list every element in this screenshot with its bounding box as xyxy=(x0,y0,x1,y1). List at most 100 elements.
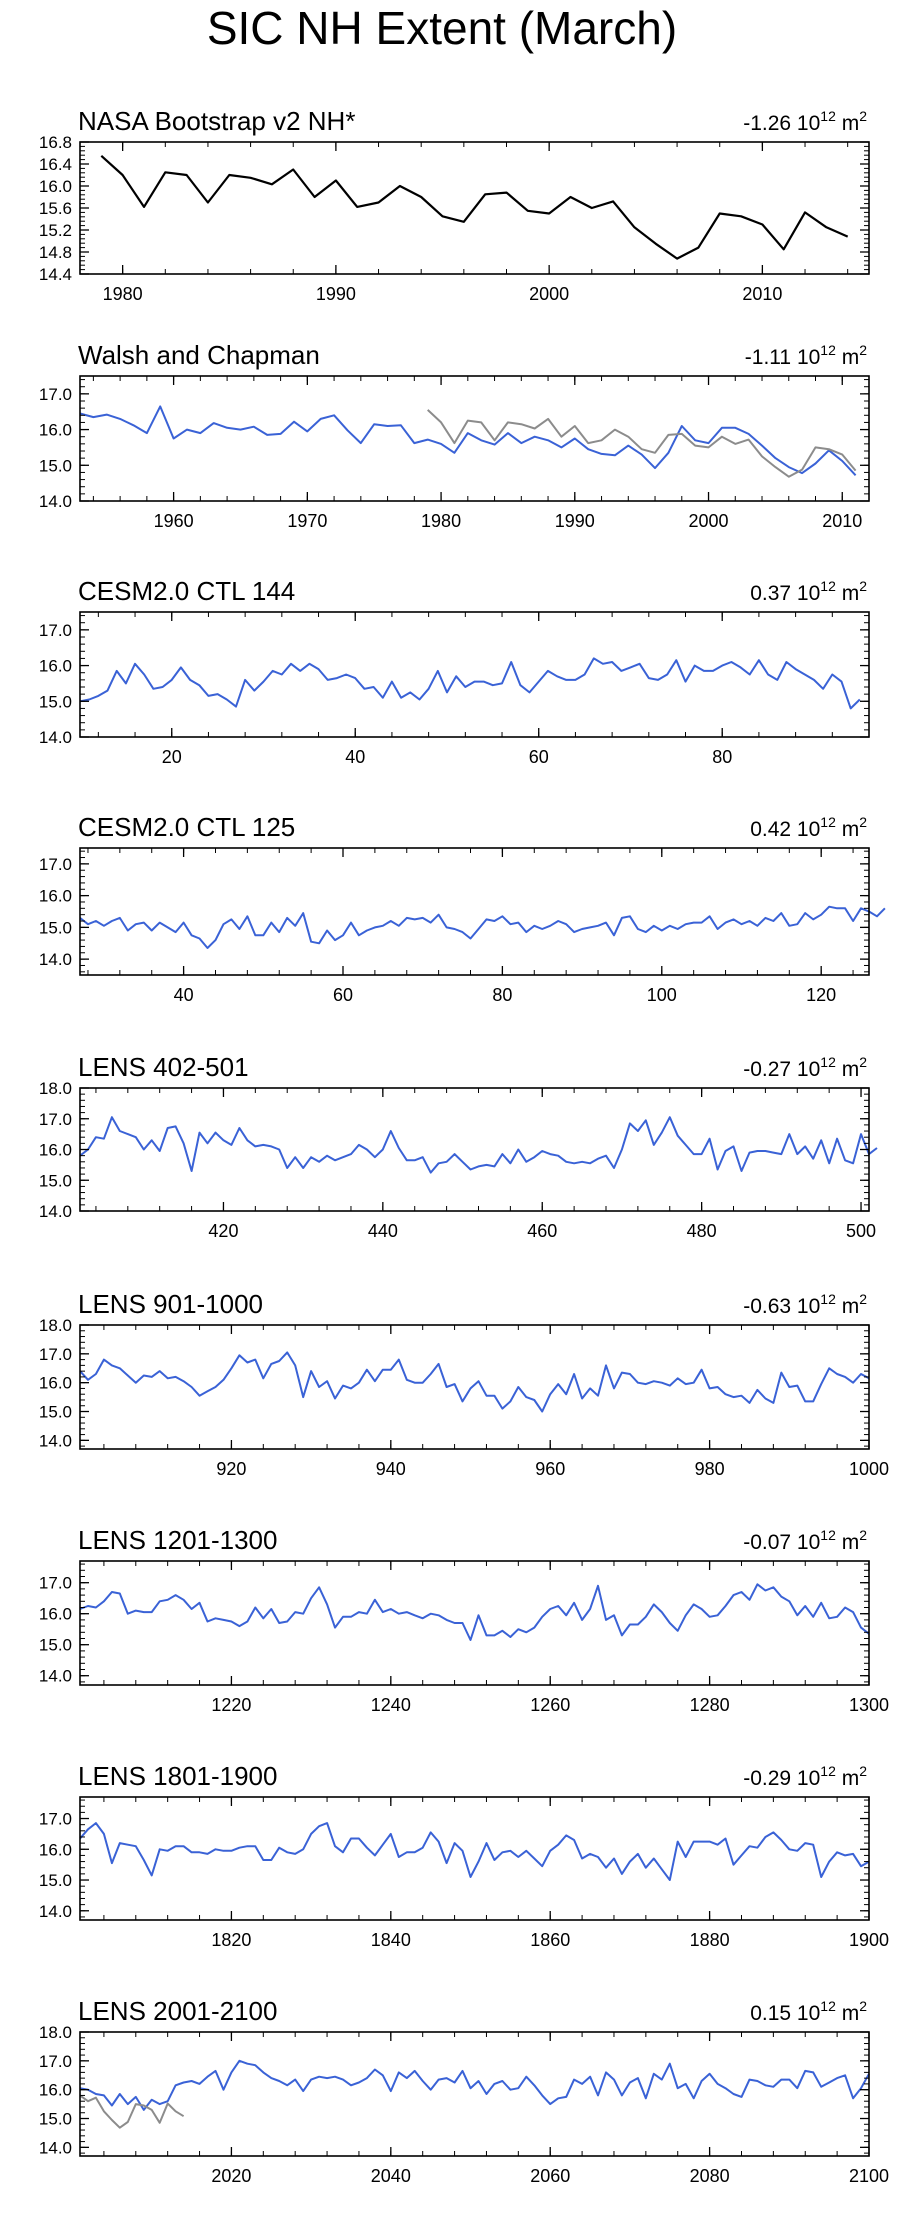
x-tick-label: 1260 xyxy=(530,1695,570,1715)
y-tick-label: 16.0 xyxy=(39,1605,72,1624)
x-tick-label: 1240 xyxy=(371,1695,411,1715)
y-tick-label: 14.0 xyxy=(39,1902,72,1921)
y-tick-label: 17.0 xyxy=(39,1345,72,1364)
y-tick-label: 17.0 xyxy=(39,1574,72,1593)
y-tick-label: 17.0 xyxy=(39,385,72,404)
y-tick-label: 15.0 xyxy=(39,2110,72,2129)
x-tick-label: 1980 xyxy=(103,284,143,304)
plot-frame xyxy=(79,2031,870,2157)
x-tick-label: 20 xyxy=(162,747,182,767)
y-tick-label: 18.0 xyxy=(39,1316,72,1335)
y-tick-label: 16.0 xyxy=(39,1374,72,1393)
chart-panel: LENS 402-501 -0.27 1012 m2 420 440 460 480 500… xyxy=(39,1052,878,1241)
page-title: SIC NH Extent (March) xyxy=(207,2,677,54)
y-tick-label: 15.6 xyxy=(39,199,72,218)
chart-panel: LENS 1801-1900 -0.29 1012 m2 1820 1840 1860 1… xyxy=(39,1761,889,1950)
chart-panel: CESM2.0 CTL 144 0.37 1012 m2 20 40 60 80 14.0 1… xyxy=(39,576,870,767)
chart-title: CESM2.0 CTL 125 xyxy=(78,812,295,842)
x-tick-label: 920 xyxy=(216,1459,246,1479)
y-tick-label: 14.0 xyxy=(39,1202,72,1221)
trend-label: -0.63 1012 m2 xyxy=(743,1291,867,1318)
x-tick-label: 40 xyxy=(174,985,194,1005)
y-tick-label: 14.0 xyxy=(39,1667,72,1686)
x-tick-label: 1820 xyxy=(211,1930,251,1950)
chart-title: LENS 402-501 xyxy=(78,1052,249,1082)
chart-title: LENS 1801-1900 xyxy=(78,1761,277,1791)
y-tick-label: 14.4 xyxy=(39,265,72,284)
x-tick-label: 1960 xyxy=(154,511,194,531)
x-tick-label: 1970 xyxy=(287,511,327,531)
y-tick-label: 15.2 xyxy=(39,221,72,240)
plot-frame xyxy=(79,1560,870,1686)
y-tick-label: 18.0 xyxy=(39,1079,72,1098)
trend-label: -0.29 1012 m2 xyxy=(743,1763,867,1790)
y-tick-label: 17.0 xyxy=(39,1810,72,1829)
y-tick-label: 17.0 xyxy=(39,2052,72,2071)
x-tick-label: 2000 xyxy=(529,284,569,304)
x-tick-label: 1980 xyxy=(421,511,461,531)
y-tick-label: 15.0 xyxy=(39,692,72,711)
chart-title: Walsh and Chapman xyxy=(78,340,320,370)
trend-label: 0.42 1012 m2 xyxy=(750,814,867,841)
y-tick-label: 14.0 xyxy=(39,728,72,747)
y-tick-label: 14.0 xyxy=(39,950,72,969)
x-tick-label: 2010 xyxy=(822,511,862,531)
x-tick-label: 1880 xyxy=(690,1930,730,1950)
y-tick-label: 15.0 xyxy=(39,1171,72,1190)
y-tick-label: 17.0 xyxy=(39,621,72,640)
x-tick-label: 100 xyxy=(647,985,677,1005)
series-line xyxy=(427,409,857,478)
series-line xyxy=(79,1583,870,1641)
y-tick-label: 17.0 xyxy=(39,1110,72,1129)
x-tick-label: 1990 xyxy=(316,284,356,304)
y-tick-label: 14.8 xyxy=(39,243,72,262)
trend-label: -0.07 1012 m2 xyxy=(743,1527,867,1554)
chart-title: LENS 1201-1300 xyxy=(78,1525,277,1555)
y-tick-label: 17.0 xyxy=(39,855,72,874)
x-tick-label: 40 xyxy=(345,747,365,767)
y-tick-label: 16.0 xyxy=(39,2081,72,2100)
plot-frame xyxy=(79,1796,870,1921)
y-tick-label: 16.0 xyxy=(39,1141,72,1160)
x-tick-label: 120 xyxy=(806,985,836,1005)
chart-panel: LENS 901-1000 -0.63 1012 m2 920 940 960 980 10… xyxy=(39,1289,889,1479)
trend-label: -0.27 1012 m2 xyxy=(743,1054,867,1081)
chart-panel: LENS 1201-1300 -0.07 1012 m2 1220 1240 1260 1… xyxy=(39,1525,889,1715)
y-tick-label: 14.0 xyxy=(39,2138,72,2157)
x-tick-label: 2060 xyxy=(530,2166,570,2186)
y-tick-label: 14.0 xyxy=(39,1431,72,1450)
chart-title: NASA Bootstrap v2 NH* xyxy=(78,106,355,136)
chart-panel: NASA Bootstrap v2 NH* -1.26 1012 m2 1980 19… xyxy=(39,106,870,304)
x-tick-label: 1220 xyxy=(211,1695,251,1715)
series-line xyxy=(79,1116,878,1174)
x-tick-label: 2000 xyxy=(689,511,729,531)
plot-frame xyxy=(79,611,870,738)
x-tick-label: 2080 xyxy=(690,2166,730,2186)
y-tick-label: 15.0 xyxy=(39,1403,72,1422)
chart-title: CESM2.0 CTL 144 xyxy=(78,576,295,606)
y-tick-label: 16.0 xyxy=(39,177,72,196)
series-line xyxy=(79,2094,185,2129)
x-tick-label: 460 xyxy=(527,1221,557,1241)
trend-label: -1.26 1012 m2 xyxy=(743,108,867,135)
trend-label: 0.37 1012 m2 xyxy=(750,578,867,605)
y-tick-label: 16.0 xyxy=(39,421,72,440)
x-tick-label: 1900 xyxy=(849,1930,889,1950)
x-tick-label: 500 xyxy=(846,1221,876,1241)
x-tick-label: 2010 xyxy=(742,284,782,304)
x-tick-label: 60 xyxy=(529,747,549,767)
chart-panel: CESM2.0 CTL 125 0.42 1012 m2 40 60 80 100 120 1… xyxy=(39,812,886,1005)
y-tick-label: 15.0 xyxy=(39,1871,72,1890)
x-tick-label: 2020 xyxy=(211,2166,251,2186)
x-tick-label: 60 xyxy=(333,985,353,1005)
series-line xyxy=(79,905,886,949)
chart-panel: LENS 2001-2100 0.15 1012 m2 2020 2040 2060 20… xyxy=(39,1996,889,2186)
x-tick-label: 1300 xyxy=(849,1695,889,1715)
x-tick-label: 960 xyxy=(535,1459,565,1479)
y-tick-label: 16.8 xyxy=(39,133,72,152)
x-tick-label: 480 xyxy=(687,1221,717,1241)
x-tick-label: 80 xyxy=(492,985,512,1005)
x-tick-label: 420 xyxy=(208,1221,238,1241)
series-line xyxy=(79,1351,870,1413)
plot-frame xyxy=(79,375,870,502)
